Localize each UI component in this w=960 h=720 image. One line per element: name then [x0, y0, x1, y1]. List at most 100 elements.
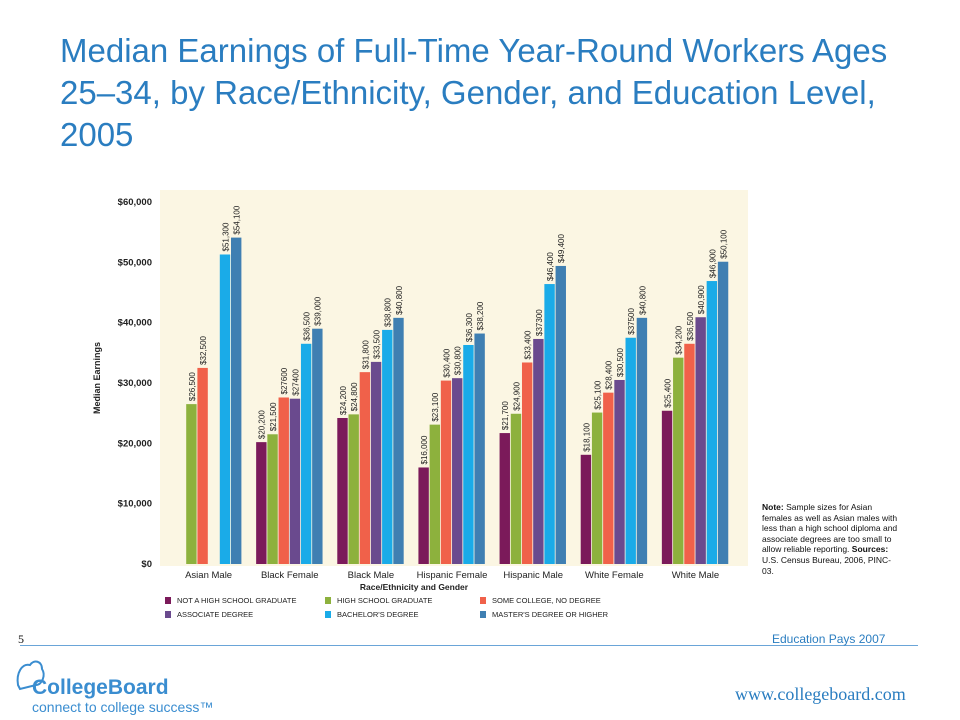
data-label: $30,400: [442, 348, 451, 377]
bar: [717, 261, 729, 564]
data-label: $27400: [291, 368, 300, 395]
bar: [661, 410, 673, 564]
data-label: $36,500: [686, 311, 695, 340]
data-label: $32,500: [199, 335, 208, 364]
bar: [359, 372, 371, 564]
data-label: $26,500: [188, 372, 197, 401]
y-tick-label: $50,000: [118, 257, 152, 268]
data-label: $40,900: [697, 285, 706, 314]
data-label: $30,500: [616, 348, 625, 377]
data-label: $33,500: [372, 329, 381, 358]
data-label: $39,000: [314, 296, 323, 325]
bar: [499, 433, 510, 564]
bar: [418, 467, 429, 564]
data-label: $50,100: [719, 229, 728, 258]
y-tick-label: $30,000: [118, 378, 152, 389]
x-tick-label: Hispanic Male: [503, 570, 563, 581]
y-tick-label: $0: [141, 559, 152, 570]
y-tick-label: $10,000: [118, 499, 152, 510]
bar: [267, 434, 278, 564]
bar: [684, 343, 695, 564]
bar: [673, 357, 684, 564]
logo-wordmark: CollegeBoard: [32, 676, 169, 699]
data-label: $46,900: [708, 249, 717, 278]
bar: [256, 442, 267, 564]
y-tick-label: $40,000: [118, 318, 152, 329]
x-tick-label: Asian Male: [185, 570, 232, 581]
bar: [289, 398, 301, 564]
publication-name: Education Pays 2007: [772, 632, 886, 646]
website-link[interactable]: www.collegeboard.com: [735, 684, 906, 704]
data-label: $38,800: [384, 297, 393, 326]
data-label: $24,800: [350, 382, 359, 411]
data-label: $38,200: [476, 301, 485, 330]
x-tick-label: Black Male: [348, 570, 394, 581]
x-tick-label: White Female: [585, 570, 644, 581]
bar: [219, 254, 231, 564]
data-label: $21,700: [501, 401, 510, 430]
x-axis-label: Race/Ethnicity and Gender: [360, 582, 469, 592]
legend-label: HIGH SCHOOL GRADUATE: [337, 596, 432, 605]
legend-swatch: [325, 611, 331, 618]
bar: [300, 343, 312, 564]
bar: [440, 380, 452, 564]
collegeboard-logo-icon: [16, 660, 45, 691]
data-label: $28,400: [605, 360, 614, 389]
bar: [521, 362, 533, 564]
bar: [231, 237, 242, 564]
data-label: $21,500: [269, 402, 278, 431]
bar: [625, 337, 636, 564]
bar: [533, 338, 544, 564]
data-label: $20,200: [258, 410, 267, 439]
bar: [197, 367, 208, 564]
chart-note: Note: Sample sizes for Asian females as …: [762, 502, 902, 576]
legend-swatch: [325, 597, 331, 604]
y-tick-label: $60,000: [118, 197, 152, 208]
legend-label: SOME COLLEGE, NO DEGREE: [492, 596, 601, 605]
sources-label: Sources:: [851, 544, 889, 555]
data-label: $25,400: [663, 378, 672, 407]
slide-number: 5: [18, 632, 24, 646]
legend-swatch: [165, 611, 171, 618]
data-label: $37300: [535, 309, 544, 336]
data-label: $34,200: [675, 325, 684, 354]
bar: [186, 404, 197, 564]
bar: [474, 333, 485, 564]
bar: [510, 413, 522, 564]
legend-label: MASTER'S DEGREE OR HIGHER: [492, 610, 609, 619]
slide-title: Median Earnings of Full-Time Year-Round …: [60, 32, 888, 153]
footer-divider: [20, 645, 918, 646]
data-label: $24,200: [339, 386, 348, 415]
bar: [370, 361, 382, 564]
earnings-bar-chart: $0 $10,000 $20,000 $30,000 $40,000 $50,000 $60…: [92, 190, 748, 619]
bar: [695, 317, 706, 564]
bar: [591, 412, 603, 564]
bar: [463, 344, 474, 564]
legend-label: NOT A HIGH SCHOOL GRADUATE: [177, 596, 296, 605]
data-label: $33,400: [524, 330, 533, 359]
legend-label: ASSOCIATE DEGREE: [177, 610, 253, 619]
legend-label: BACHELOR'S DEGREE: [337, 610, 418, 619]
bar: [706, 281, 718, 564]
x-tick-label: Hispanic Female: [417, 570, 488, 581]
data-label: $27600: [280, 367, 289, 394]
bar: [278, 397, 289, 564]
data-label: $36,300: [465, 313, 474, 342]
data-label: $31,800: [361, 340, 370, 369]
bar: [312, 328, 323, 564]
y-axis-label: Median Earnings: [92, 342, 102, 414]
logo-tagline: connect to college success™: [32, 699, 214, 715]
x-tick-label: White Male: [672, 570, 720, 581]
data-label: $54,100: [233, 205, 242, 234]
note-label: Note:: [762, 502, 784, 512]
bar: [429, 424, 441, 564]
bar: [348, 414, 359, 564]
bar: [603, 392, 614, 564]
data-label: $18,100: [582, 422, 591, 451]
x-tick-label: Black Female: [261, 570, 319, 581]
bar: [614, 379, 625, 564]
bar: [337, 417, 348, 564]
legend-swatch: [480, 597, 486, 604]
y-tick-label: $20,000: [118, 438, 152, 449]
data-label: $40,800: [638, 285, 647, 314]
